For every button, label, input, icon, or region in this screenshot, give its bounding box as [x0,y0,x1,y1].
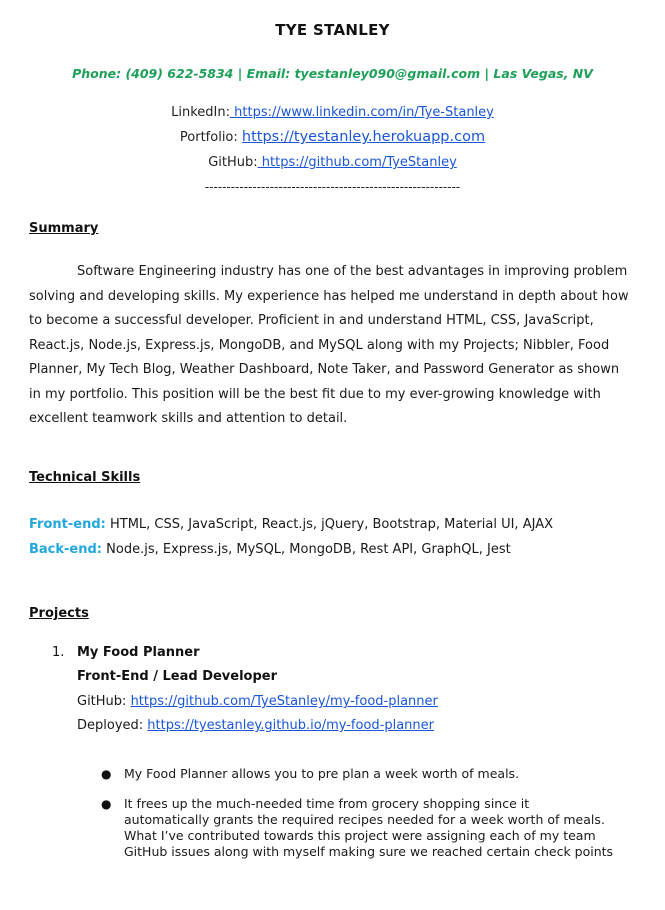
summary-line: Planner, My Tech Blog, Weather Dashboard… [29,362,620,377]
portfolio-label: Portfolio: [179,130,238,145]
project-deployed-link[interactable]: https://tyestanley.github.io/my-food-pla… [147,718,434,733]
project-title: My Food Planner [77,645,200,660]
project-github-label: GitHub: [77,694,131,709]
frontend-label: Front-end: [29,517,106,532]
project-github-line: GitHub: https://github.com/TyeStanley/my… [77,694,438,709]
summary-line: React.js, Node.js, Express.js, MongoDB, … [29,337,610,353]
summary-line: in my portfolio. This position will be t… [29,386,601,402]
bullet-line: automatically grants the required recipe… [124,812,605,827]
skills-heading: Technical Skills [29,470,141,485]
project-bullet: It frees up the much-needed time from gr… [124,796,613,860]
summary-line: solving and developing skills. My experi… [29,288,629,304]
frontend-value: HTML, CSS, JavaScript, React.js, jQuery,… [105,517,553,532]
summary-line: Software Engineering industry has one of… [77,264,628,279]
portfolio-link[interactable]: https://tyestanley.herokuapp.com [241,129,486,145]
linkedin-label: LinkedIn: [171,105,230,120]
summary-line: excellent teamwork skills and attention … [29,411,348,426]
candidate-name: TYE STANLEY [275,21,390,39]
summary-paragraph: Software Engineering industry has one of… [29,260,644,432]
linkedin-line: LinkedIn: https://www.linkedin.com/in/Ty… [0,105,665,120]
divider-line: ----------------------------------------… [204,180,461,194]
frontend-skills: Front-end: HTML, CSS, JavaScript, React.… [29,517,553,532]
project-number: 1. [52,645,65,660]
contact-line: Phone: (409) 622-5834 | Email: tyestanle… [72,66,593,81]
project-role: Front-End / Lead Developer [77,669,278,684]
bullet-line: My Food Planner allows you to pre plan a… [124,766,520,781]
github-label: GitHub: [208,155,258,170]
project-bullet: My Food Planner allows you to pre plan a… [124,766,519,782]
bullet-line: It frees up the much-needed time from gr… [124,796,530,811]
bullet-line: What I’ve contributed towards this proje… [124,828,596,843]
portfolio-line: Portfolio: https://tyestanley.herokuapp.… [0,129,665,145]
project-github-link[interactable]: https://github.com/TyeStanley/my-food-pl… [130,694,438,709]
project-deployed-line: Deployed: https://tyestanley.github.io/m… [77,718,434,733]
summary-line: to become a successful developer. Profic… [29,313,594,328]
bullet-line: GitHub issues along with myself making s… [124,844,614,859]
linkedin-link[interactable]: https://www.linkedin.com/in/Tye-Stanley [230,105,494,120]
backend-label: Back-end: [29,542,103,557]
bullet-icon: ● [101,767,112,781]
bullet-icon: ● [101,797,112,811]
backend-value: Node.js, Express.js, MySQL, MongoDB, Res… [102,542,511,557]
backend-skills: Back-end: Node.js, Express.js, MySQL, Mo… [29,542,511,557]
github-line: GitHub: https://github.com/TyeStanley [0,155,665,170]
project-deployed-label: Deployed: [77,718,148,733]
summary-heading: Summary [29,221,99,236]
projects-heading: Projects [29,606,89,621]
github-link[interactable]: https://github.com/TyeStanley [257,155,457,170]
